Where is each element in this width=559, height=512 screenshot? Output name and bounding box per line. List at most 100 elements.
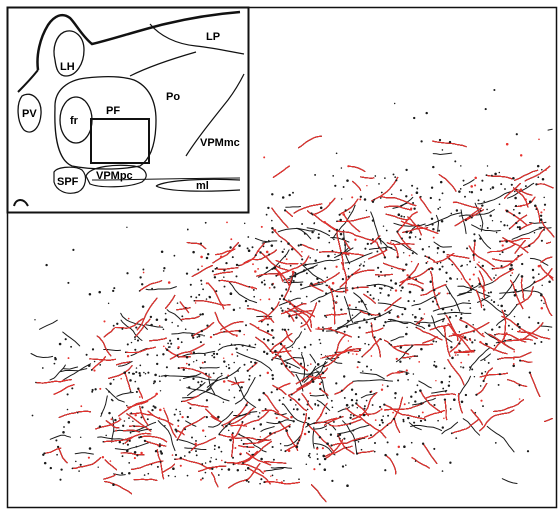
bouton-dot bbox=[447, 384, 451, 387]
bouton-dot bbox=[199, 341, 202, 344]
bouton-dot bbox=[128, 462, 131, 464]
bouton-dot bbox=[461, 264, 463, 267]
bouton-dot bbox=[158, 443, 161, 445]
bouton-dot bbox=[427, 324, 431, 327]
red-fiber-segment bbox=[352, 180, 362, 191]
bouton-dot bbox=[281, 196, 285, 199]
red-fiber-segment bbox=[213, 330, 240, 336]
red-fiber-segment bbox=[300, 302, 317, 328]
red-fiber-segment bbox=[129, 412, 153, 416]
bouton-dot bbox=[195, 439, 197, 442]
bouton-dot bbox=[378, 314, 382, 317]
red-fiber-segment bbox=[515, 189, 533, 196]
bouton-dot bbox=[386, 441, 389, 444]
bouton-dot bbox=[262, 350, 266, 354]
red-fiber-segment bbox=[476, 263, 493, 281]
bouton-dot bbox=[322, 454, 325, 458]
bouton-dot bbox=[491, 328, 494, 331]
bouton-dot bbox=[324, 314, 326, 317]
bouton-dot bbox=[512, 364, 515, 368]
bouton-dot bbox=[539, 214, 543, 217]
bouton-dot bbox=[528, 371, 532, 374]
bouton-dot bbox=[358, 326, 361, 329]
bouton-dot bbox=[478, 282, 481, 286]
bouton-dot bbox=[494, 442, 497, 444]
bouton-dot bbox=[321, 371, 325, 375]
bouton-dot bbox=[491, 186, 495, 189]
bouton-dot bbox=[248, 374, 251, 377]
bouton-dot bbox=[411, 184, 414, 187]
bouton-dot bbox=[313, 422, 315, 425]
bouton-dot bbox=[303, 346, 307, 349]
bouton-dot bbox=[257, 268, 259, 270]
bouton-dot bbox=[307, 417, 311, 420]
bouton-dot bbox=[455, 314, 458, 317]
bouton-dot bbox=[374, 175, 377, 177]
bouton-dot bbox=[202, 288, 205, 291]
bouton-dot bbox=[311, 284, 314, 286]
bouton-dot bbox=[222, 357, 225, 359]
bouton-dot bbox=[432, 165, 435, 169]
bouton-dot bbox=[55, 439, 58, 442]
red-fiber-segment bbox=[281, 303, 307, 315]
red-fiber-segment bbox=[491, 253, 523, 270]
bouton-dot bbox=[340, 252, 343, 254]
bouton-dot bbox=[351, 314, 354, 316]
bouton-dot bbox=[509, 267, 512, 271]
bouton-dot bbox=[184, 428, 187, 431]
bouton-dot bbox=[479, 188, 483, 191]
bouton-dot bbox=[271, 445, 274, 449]
red-fiber-segment bbox=[233, 450, 258, 465]
bouton-dot bbox=[64, 338, 67, 341]
black-fiber-segment bbox=[283, 403, 308, 424]
bouton-dot bbox=[266, 339, 270, 342]
bouton-dot bbox=[291, 346, 294, 349]
red-fiber-segment bbox=[271, 227, 303, 258]
bouton-dot bbox=[309, 343, 312, 346]
bouton-dot bbox=[237, 370, 239, 372]
bouton-dot bbox=[462, 179, 465, 182]
bouton-dot bbox=[383, 403, 386, 406]
bouton-dot bbox=[456, 278, 459, 280]
red-fiber-segment bbox=[343, 213, 361, 233]
bouton-dot bbox=[126, 443, 129, 446]
bouton-dot bbox=[384, 409, 386, 411]
black-fiber-segment bbox=[184, 447, 207, 450]
red-fiber-segment bbox=[336, 229, 344, 270]
red-fiber-segment bbox=[104, 481, 132, 495]
black-fiber-segment bbox=[284, 331, 302, 350]
bouton-dot bbox=[271, 227, 274, 230]
red-fiber-segment bbox=[156, 449, 165, 480]
bouton-dot bbox=[121, 327, 124, 330]
bouton-dot bbox=[210, 457, 212, 459]
bouton-dot bbox=[269, 432, 272, 435]
bouton-dot bbox=[406, 274, 409, 277]
bouton-dot bbox=[358, 300, 361, 303]
bouton-dot bbox=[341, 198, 343, 200]
bouton-dot bbox=[438, 268, 442, 271]
black-fiber-segment bbox=[445, 285, 461, 312]
bouton-dot bbox=[437, 419, 439, 422]
red-fiber-segment bbox=[368, 422, 392, 440]
bouton-dot bbox=[455, 437, 458, 439]
bouton-dot bbox=[369, 294, 372, 297]
red-fiber-segment bbox=[265, 481, 300, 485]
black-fiber-segment bbox=[309, 394, 325, 397]
bouton-dot bbox=[390, 289, 392, 291]
bouton-dot bbox=[440, 380, 444, 384]
red-fiber-segment bbox=[415, 318, 424, 325]
bouton-dot bbox=[380, 191, 383, 194]
bouton-dot bbox=[433, 364, 436, 367]
bouton-dot bbox=[390, 286, 393, 289]
bouton-dot bbox=[299, 362, 303, 365]
bouton-dot bbox=[355, 402, 358, 405]
red-fiber-segment bbox=[243, 249, 277, 264]
bouton-dot bbox=[218, 433, 221, 436]
bouton-dot bbox=[242, 443, 245, 445]
bouton-dot bbox=[481, 179, 484, 182]
bouton-dot bbox=[245, 324, 247, 327]
ventral-boundary bbox=[91, 177, 241, 181]
bouton-dot bbox=[199, 367, 202, 370]
bouton-dot bbox=[405, 332, 408, 336]
bouton-dot bbox=[334, 351, 337, 354]
